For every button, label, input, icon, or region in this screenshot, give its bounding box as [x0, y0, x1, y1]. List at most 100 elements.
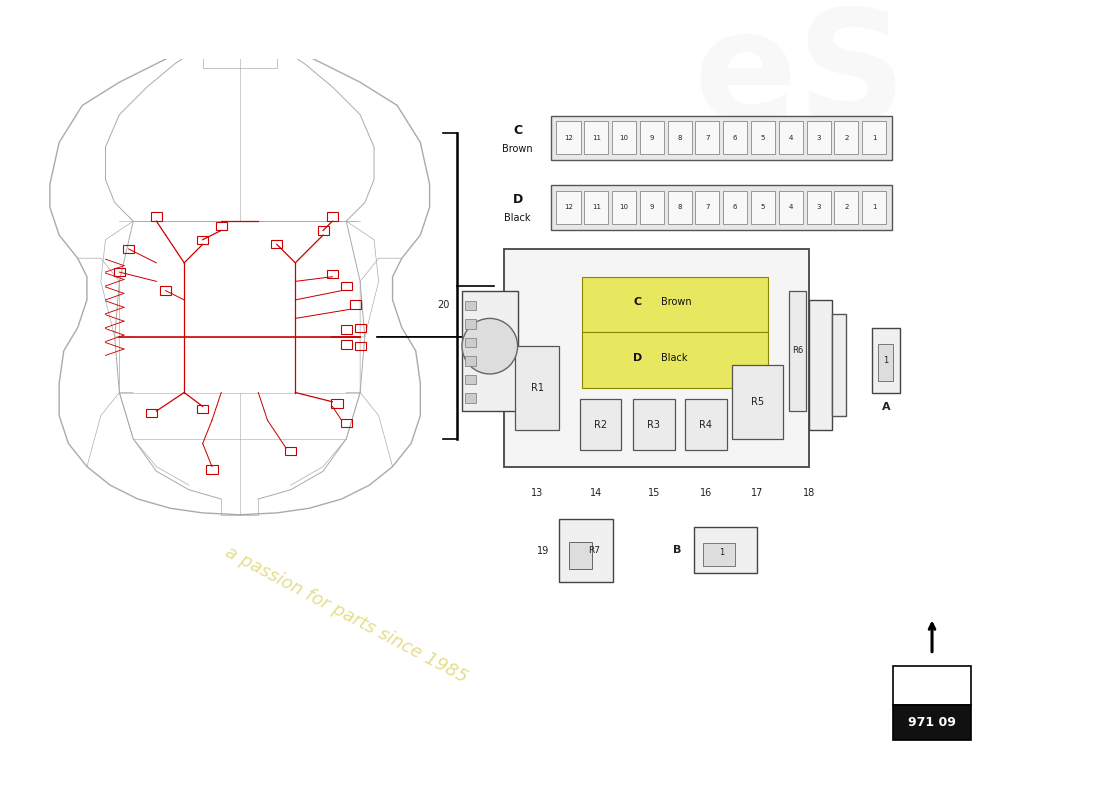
Bar	[733, 365, 783, 439]
Bar	[806, 190, 830, 224]
Bar	[465, 338, 476, 347]
Text: R6: R6	[792, 346, 803, 355]
Bar	[515, 346, 559, 430]
Bar	[341, 326, 352, 334]
Text: 13: 13	[531, 487, 543, 498]
Text: 1: 1	[872, 204, 877, 210]
Text: 5: 5	[761, 204, 766, 210]
Bar	[751, 121, 776, 154]
Text: R3: R3	[647, 420, 660, 430]
Bar	[341, 419, 352, 427]
Text: Brown: Brown	[503, 144, 532, 154]
Bar	[341, 282, 352, 290]
Bar	[893, 666, 971, 705]
Text: 11: 11	[592, 204, 601, 210]
Bar	[612, 190, 636, 224]
Bar	[146, 409, 157, 417]
Bar	[584, 190, 608, 224]
Bar	[723, 121, 747, 154]
Bar	[151, 212, 162, 221]
Bar	[504, 249, 810, 466]
Bar	[862, 121, 887, 154]
Text: D: D	[513, 194, 522, 206]
Bar	[634, 399, 675, 450]
Text: 1: 1	[872, 135, 877, 141]
Text: 6: 6	[733, 204, 737, 210]
Bar	[806, 121, 830, 154]
Bar	[113, 268, 125, 276]
Bar	[693, 526, 757, 573]
Text: 17: 17	[751, 487, 763, 498]
Text: 7: 7	[705, 204, 710, 210]
Text: 2: 2	[844, 204, 848, 210]
Bar	[569, 542, 592, 570]
Text: Brown: Brown	[661, 297, 692, 306]
Bar	[327, 270, 338, 278]
Bar	[668, 121, 692, 154]
Bar	[878, 344, 893, 382]
Text: eS: eS	[693, 3, 906, 152]
Text: Black: Black	[504, 214, 531, 223]
Bar	[582, 332, 768, 388]
Bar	[751, 190, 776, 224]
Bar	[703, 542, 735, 566]
Bar	[557, 190, 581, 224]
Text: C: C	[634, 297, 642, 306]
Bar	[350, 300, 361, 309]
Text: 8: 8	[678, 204, 682, 210]
Bar	[354, 323, 365, 332]
Text: 9: 9	[650, 204, 654, 210]
Bar	[695, 121, 719, 154]
Bar	[862, 190, 887, 224]
Bar	[893, 705, 971, 740]
Bar	[872, 328, 900, 393]
Text: 5: 5	[761, 135, 766, 141]
Text: 10: 10	[619, 135, 628, 141]
Bar	[197, 405, 208, 414]
Text: C: C	[513, 124, 522, 137]
Text: 3: 3	[816, 204, 821, 210]
Bar	[551, 185, 892, 230]
Text: 2: 2	[844, 135, 848, 141]
Text: 6: 6	[733, 135, 737, 141]
Bar	[207, 466, 218, 474]
Text: 15: 15	[648, 487, 660, 498]
Text: 12: 12	[564, 135, 573, 141]
Bar	[834, 121, 858, 154]
Text: R7: R7	[588, 546, 601, 555]
Bar	[810, 300, 833, 430]
Bar	[465, 356, 476, 366]
Bar	[161, 286, 172, 294]
Text: 9: 9	[650, 135, 654, 141]
Bar	[327, 212, 338, 221]
Bar	[123, 245, 134, 253]
Bar	[612, 121, 636, 154]
Text: R1: R1	[530, 383, 543, 393]
Bar	[723, 190, 747, 224]
Text: 18: 18	[803, 487, 815, 498]
Text: 14: 14	[591, 487, 603, 498]
Text: R4: R4	[700, 420, 712, 430]
Bar	[834, 190, 858, 224]
Text: R5: R5	[751, 397, 764, 406]
Text: 4: 4	[789, 135, 793, 141]
Text: 11: 11	[592, 135, 601, 141]
Bar	[668, 190, 692, 224]
Circle shape	[462, 318, 518, 374]
Text: 4: 4	[789, 204, 793, 210]
Text: 12: 12	[564, 204, 573, 210]
Text: R2: R2	[594, 420, 607, 430]
Bar	[216, 222, 227, 230]
Text: A: A	[882, 402, 891, 412]
Text: 3: 3	[816, 135, 821, 141]
Bar	[465, 394, 476, 402]
Bar	[640, 190, 664, 224]
Bar	[331, 399, 342, 408]
Bar	[580, 399, 622, 450]
Bar	[559, 519, 613, 582]
Text: Black: Black	[661, 354, 688, 363]
Bar	[584, 121, 608, 154]
Text: B: B	[673, 545, 681, 555]
Bar	[341, 340, 352, 349]
Text: 1: 1	[718, 548, 724, 558]
